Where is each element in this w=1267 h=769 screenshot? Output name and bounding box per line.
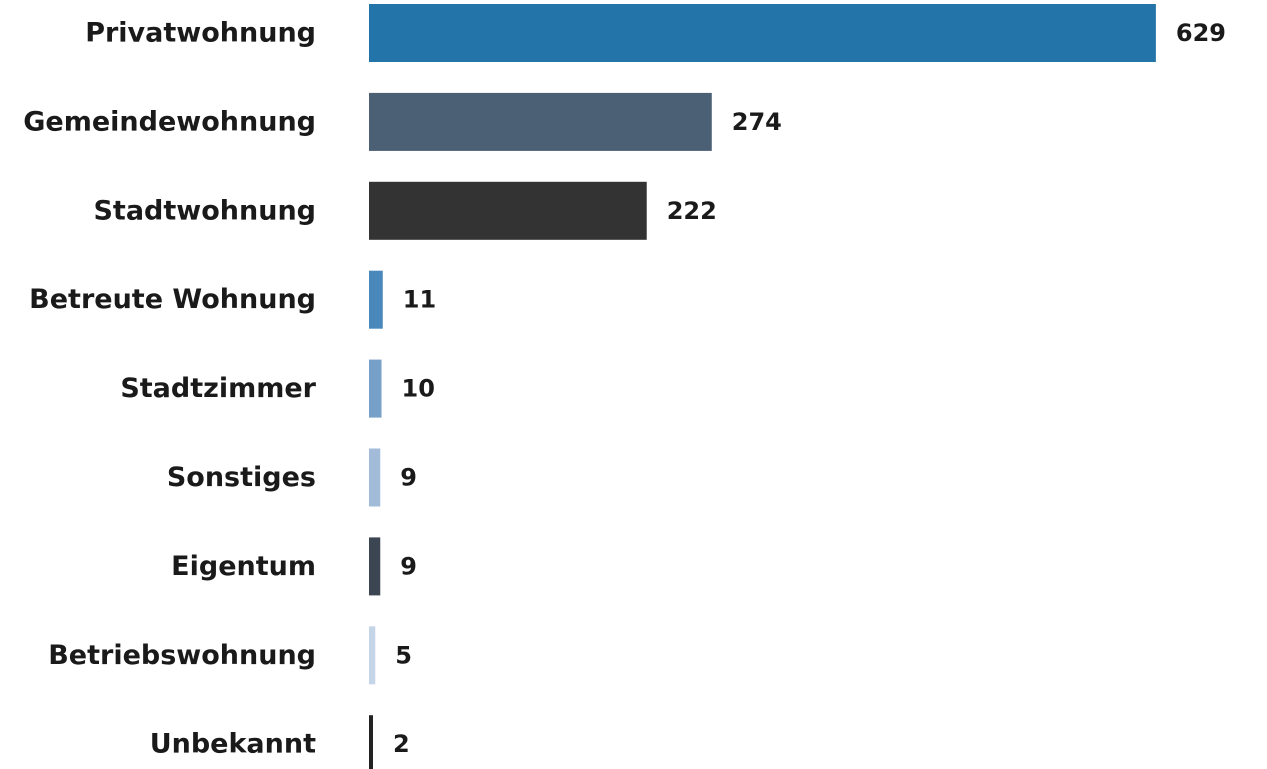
value-label-stadtzimmer: 10 xyxy=(402,375,435,403)
bar-betriebswohnung xyxy=(369,626,375,684)
value-label-gemeindewohnung: 274 xyxy=(732,108,782,136)
category-label-gemeindewohnung: Gemeindewohnung xyxy=(23,106,316,137)
bar-stadtzimmer xyxy=(369,360,382,418)
category-labels: Privatwohnung Gemeindewohnung Stadtwohnung… xyxy=(23,18,316,760)
bar-stadtwohnung xyxy=(369,182,647,240)
value-label-betriebswohnung: 5 xyxy=(395,641,412,669)
bar-privatwohnung xyxy=(369,4,1156,62)
value-label-unbekannt: 2 xyxy=(393,730,410,758)
category-label-privatwohnung: Privatwohnung xyxy=(85,18,316,49)
value-label-betreute-wohnung: 11 xyxy=(403,286,436,314)
category-label-sonstiges: Sonstiges xyxy=(167,462,316,493)
category-label-stadtzimmer: Stadtzimmer xyxy=(120,373,316,404)
category-label-stadtwohnung: Stadtwohnung xyxy=(93,195,316,226)
value-label-stadtwohnung: 222 xyxy=(667,197,717,225)
bar-sonstiges xyxy=(369,449,380,507)
value-label-privatwohnung: 629 xyxy=(1176,19,1226,47)
bar-gemeindewohnung xyxy=(369,93,712,151)
bar-eigentum xyxy=(369,537,380,595)
value-label-sonstiges: 9 xyxy=(400,464,417,492)
bar-unbekannt xyxy=(369,715,373,769)
bar-betreute-wohnung xyxy=(369,271,383,329)
category-label-betreute-wohnung: Betreute Wohnung xyxy=(29,284,316,315)
value-label-eigentum: 9 xyxy=(400,552,417,580)
category-label-betriebswohnung: Betriebswohnung xyxy=(48,640,316,671)
category-label-eigentum: Eigentum xyxy=(171,551,316,582)
category-label-unbekannt: Unbekannt xyxy=(150,729,316,760)
